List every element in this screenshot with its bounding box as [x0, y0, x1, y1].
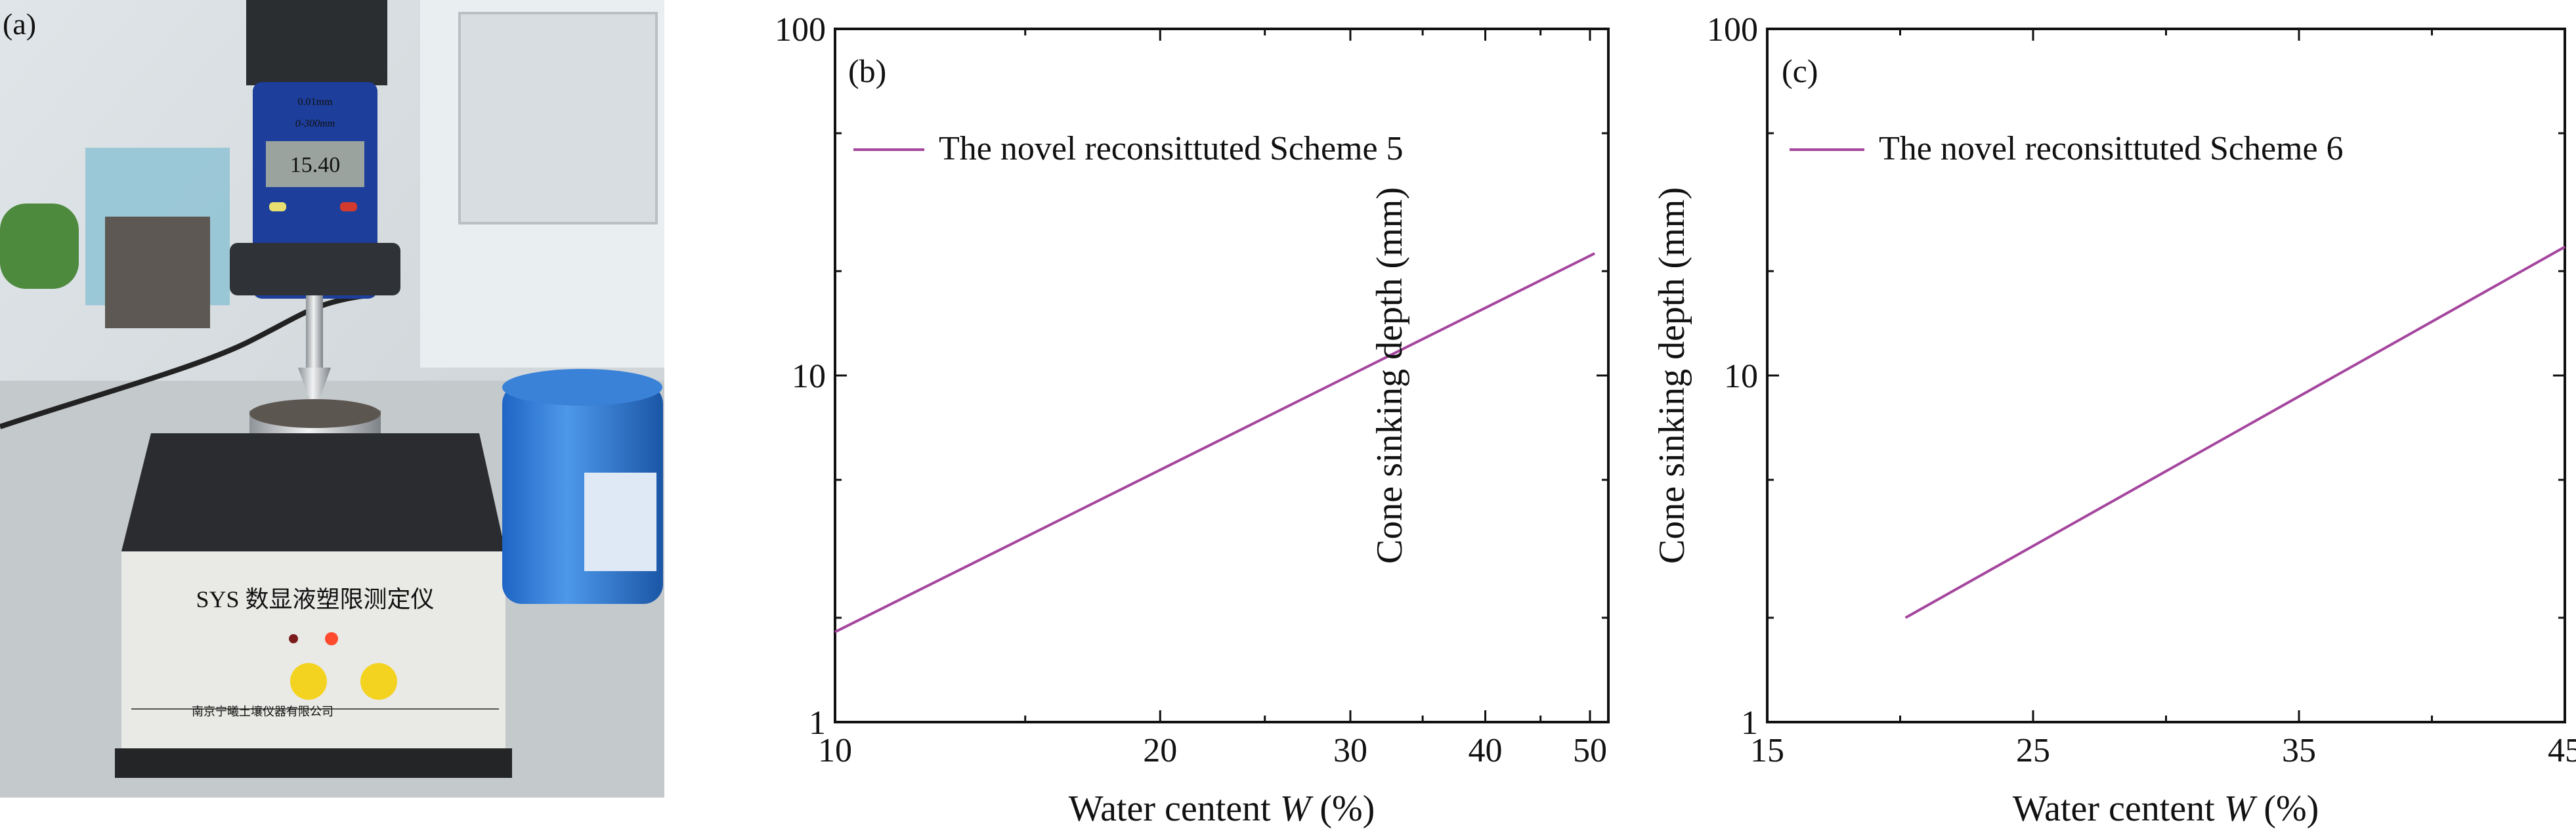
- penetration-cone: [298, 368, 331, 414]
- x-ticks: 15 25 35 45: [1750, 29, 2576, 769]
- panel-label-b: (b): [848, 53, 886, 89]
- y-tick-label: 10: [792, 358, 826, 395]
- caliper-button-left: [269, 202, 286, 211]
- x-tick-label: 45: [2548, 732, 2576, 769]
- series-group: [834, 252, 1595, 633]
- y-axis-label: Cone sinking depth (mm): [1369, 187, 1410, 564]
- y-tick-label: 10: [1724, 358, 1758, 395]
- instrument-name-text: SYS 数显液塑限测定仪: [196, 586, 434, 612]
- x-tick-label: 10: [818, 732, 852, 769]
- x-tick-label: 20: [1143, 732, 1177, 769]
- series-line: [1904, 246, 2565, 619]
- caliper-display-bezel: [266, 141, 364, 187]
- y-ticks: 1 10 100: [1707, 11, 2565, 742]
- sample-cup-top: [249, 399, 381, 428]
- plot-frame: [1766, 28, 2566, 723]
- x-tick-label: 15: [1750, 732, 1784, 769]
- x-axis-label-variable: W: [2224, 788, 2258, 829]
- legend-label: The novel reconsittuted Scheme 5: [939, 130, 1404, 167]
- legend-label: The novel reconsittuted Scheme 6: [1879, 130, 2344, 167]
- x-axis-label: Water centent W (%): [2013, 788, 2319, 829]
- plot-frame: [834, 28, 1610, 723]
- series-group: [1904, 246, 2565, 619]
- x-axis-label-variable: W: [1280, 788, 1314, 829]
- blue-container-lid: [502, 369, 662, 406]
- x-tick-label: 25: [2016, 732, 2050, 769]
- cone-holder: [230, 243, 400, 295]
- caliper-scale-label: 0.01mm: [298, 96, 333, 108]
- y-ticks: 1 10 100: [775, 11, 1608, 742]
- y-axis-label: Cone sinking depth (mm): [1652, 187, 1692, 564]
- series-line: [834, 252, 1595, 633]
- x-tick-label: 50: [1573, 732, 1607, 769]
- x-axis-label-text: Water centent: [2013, 788, 2224, 829]
- y-tick-label: 1: [809, 704, 826, 742]
- instrument-front-panel: [121, 551, 505, 768]
- x-tick-label: 35: [2282, 732, 2316, 769]
- caliper-button-right: [340, 202, 357, 211]
- y-tick-label: 100: [775, 11, 826, 49]
- manufacturer-text: 南京宁曦土壤仪器有限公司: [192, 705, 333, 718]
- plant: [0, 203, 79, 289]
- x-tick-label: 30: [1333, 732, 1367, 769]
- right-knob: [360, 663, 397, 700]
- caliper-range-label: 0-300mm: [295, 118, 335, 129]
- instrument-base-bottom: [115, 748, 512, 778]
- soil-sample-jar: [105, 217, 210, 328]
- left-knob: [290, 663, 327, 700]
- y-tick-label: 100: [1707, 11, 1758, 49]
- power-indicator-off: [289, 634, 298, 643]
- instrument-base-top: [121, 433, 505, 551]
- x-axis-label-unit: (%): [1310, 788, 1375, 829]
- x-ticks: 10 20 30 40 50: [818, 29, 1607, 769]
- caliper-display-reading: 15.40: [290, 153, 341, 177]
- panel-label-a: (a): [3, 7, 36, 41]
- instrument-photo: 0.01mm 0-300mm 15.40 SYS 数显液塑限测定仪 南京宁曦土壤…: [0, 0, 664, 798]
- x-axis-label: Water centent W (%): [1069, 788, 1375, 829]
- y-tick-label: 1: [1741, 704, 1758, 742]
- instrument-column: [246, 0, 387, 85]
- power-indicator-on: [325, 632, 338, 645]
- cone-rod: [306, 295, 323, 368]
- container-label: [584, 473, 656, 571]
- chart-panel-c: 1 10 100 15 25 35 45 (c) The novel reconsittu…: [1652, 11, 2576, 829]
- x-tick-label: 40: [1469, 732, 1503, 769]
- x-axis-label-unit: (%): [2254, 788, 2319, 829]
- rack-shelf: [458, 12, 658, 225]
- panel-label-c: (c): [1782, 53, 1818, 89]
- x-axis-label-text: Water centent: [1069, 788, 1280, 829]
